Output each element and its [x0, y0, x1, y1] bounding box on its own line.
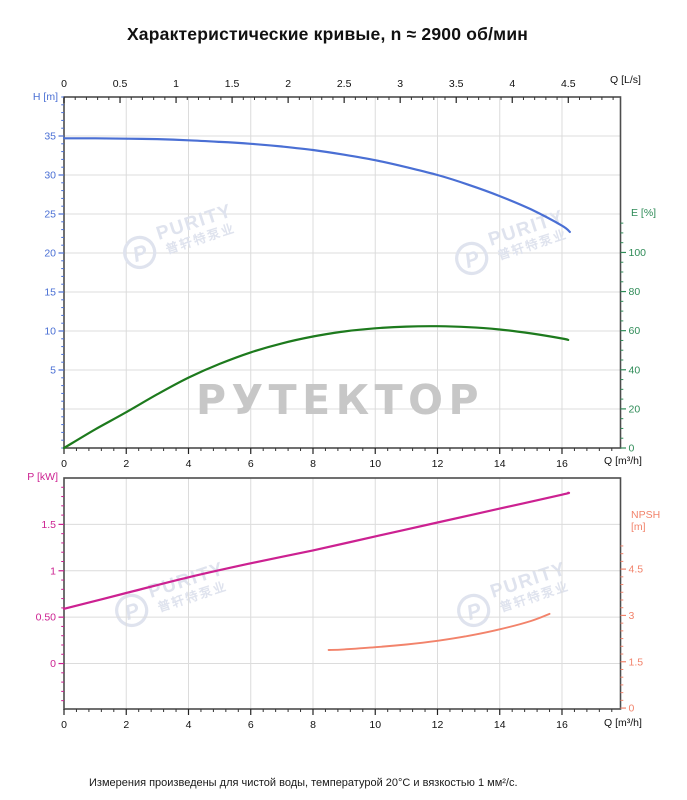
chart-2-y-axis-left: 0 0.50 1 1.5 — [36, 486, 64, 702]
chart-1-y-axis-right: 0 20 40 60 80 100 — [620, 222, 647, 455]
efficiency-curve — [62, 325, 570, 450]
y-right-tick-label: 1.5 — [629, 656, 644, 668]
purity-logo-icon — [123, 235, 157, 270]
x-top-tick-label: 2 — [285, 78, 291, 90]
x-tick-label: 8 — [310, 458, 316, 470]
x-tick-label: 16 — [556, 719, 568, 731]
purity-logo-icon — [455, 241, 489, 276]
y-left-tick-label: 25 — [44, 209, 56, 221]
q-m3h-axis-label-bottom-chart: Q [m³/h] — [604, 717, 642, 729]
chart-2-y-axis-right: 0 1.5 3 4.5 — [620, 545, 644, 715]
x-tick-label: 8 — [310, 719, 316, 731]
x-top-tick-label: 3.5 — [449, 78, 464, 90]
chart-2-plot-border — [63, 477, 622, 710]
watermark-rutektor-text: РУТЕКТОР — [196, 376, 484, 424]
x-top-tick-label: 1.5 — [225, 78, 240, 90]
y-left-tick-label: 10 — [44, 326, 56, 338]
chart-1-x-axis-top: 0 0.5 1 1.5 2 2.5 3 3.5 4 4.5 — [61, 78, 614, 103]
y-left-tick-label: 0 — [50, 658, 56, 670]
chart-1-x-axis-bottom: 0 2 4 6 8 10 12 14 16 — [61, 448, 613, 470]
npsh-axis-label: NPSH [m] — [631, 509, 660, 533]
npsh-axis-label-line2: [m] — [631, 521, 646, 533]
x-tick-label: 0 — [61, 719, 67, 731]
q-ls-axis-label: Q [L/s] — [610, 74, 641, 86]
npsh-curve — [327, 612, 551, 651]
y-left-tick-label: 35 — [44, 131, 56, 143]
y-right-tick-label: 0 — [629, 443, 635, 455]
x-tick-label: 6 — [248, 458, 254, 470]
power-curve — [62, 491, 571, 610]
purity-logo-letter: P — [462, 246, 483, 273]
page-title: Характеристические кривые, n ≈ 2900 об/м… — [126, 24, 529, 44]
q-m3h-axis-label-top-chart: Q [m³/h] — [604, 455, 642, 467]
purity-logo-letter: P — [122, 598, 143, 625]
chart-1-y-axis-left: 5 10 15 20 25 30 35 — [44, 96, 64, 449]
y-right-tick-label: 60 — [629, 325, 641, 337]
purity-logo-icon — [115, 593, 149, 628]
y-right-tick-label: 20 — [629, 403, 641, 415]
purity-logo-letter: P — [130, 240, 151, 267]
x-top-tick-label: 4 — [509, 78, 515, 90]
x-tick-label: 14 — [494, 719, 506, 731]
e-axis-label: E [%] — [631, 207, 657, 219]
chart-2-x-axis-bottom: 0 2 4 6 8 10 12 14 16 — [61, 709, 613, 731]
purity-logo-letter: P — [464, 598, 485, 625]
y-right-tick-label: 0 — [629, 703, 635, 715]
x-tick-label: 10 — [369, 719, 381, 731]
x-tick-label: 4 — [186, 719, 192, 731]
y-left-tick-label: 0.50 — [36, 612, 57, 624]
x-tick-label: 6 — [248, 719, 254, 731]
x-tick-label: 14 — [494, 458, 506, 470]
y-left-tick-label: 15 — [44, 287, 56, 299]
y-left-tick-label: 1.5 — [41, 519, 56, 531]
chart-1-gridlines — [64, 97, 621, 448]
y-left-tick-label: 1 — [50, 565, 56, 577]
head-curve — [62, 137, 571, 233]
x-top-tick-label: 2.5 — [337, 78, 352, 90]
p-axis-label: P [kW] — [27, 471, 58, 483]
y-right-tick-label: 4.5 — [629, 564, 644, 576]
x-tick-label: 12 — [432, 458, 444, 470]
x-top-tick-label: 4.5 — [561, 78, 576, 90]
watermark-rutektor: РУТЕКТОР — [196, 376, 484, 424]
x-tick-label: 0 — [61, 458, 67, 470]
y-right-tick-label: 40 — [629, 364, 641, 376]
x-tick-label: 12 — [432, 719, 444, 731]
x-tick-label: 2 — [123, 719, 129, 731]
x-tick-label: 4 — [186, 458, 192, 470]
y-right-tick-label: 3 — [629, 610, 635, 622]
x-tick-label: 2 — [123, 458, 129, 470]
x-top-tick-label: 3 — [397, 78, 403, 90]
measurement-footnote: Измерения произведены для чистой воды, т… — [89, 777, 518, 789]
y-left-tick-label: 20 — [44, 248, 56, 260]
x-top-tick-label: 0.5 — [113, 78, 128, 90]
y-right-tick-label: 80 — [629, 286, 641, 298]
x-top-tick-label: 1 — [173, 78, 179, 90]
y-left-tick-label: 30 — [44, 170, 56, 182]
purity-logo-icon — [457, 593, 491, 628]
x-tick-label: 10 — [369, 458, 381, 470]
x-top-tick-label: 0 — [61, 78, 67, 90]
y-left-tick-label: 5 — [50, 365, 56, 377]
x-tick-label: 16 — [556, 458, 568, 470]
h-axis-label: H [m] — [32, 91, 58, 103]
y-right-tick-label: 100 — [629, 247, 647, 259]
npsh-axis-label-line1: NPSH — [631, 509, 661, 521]
